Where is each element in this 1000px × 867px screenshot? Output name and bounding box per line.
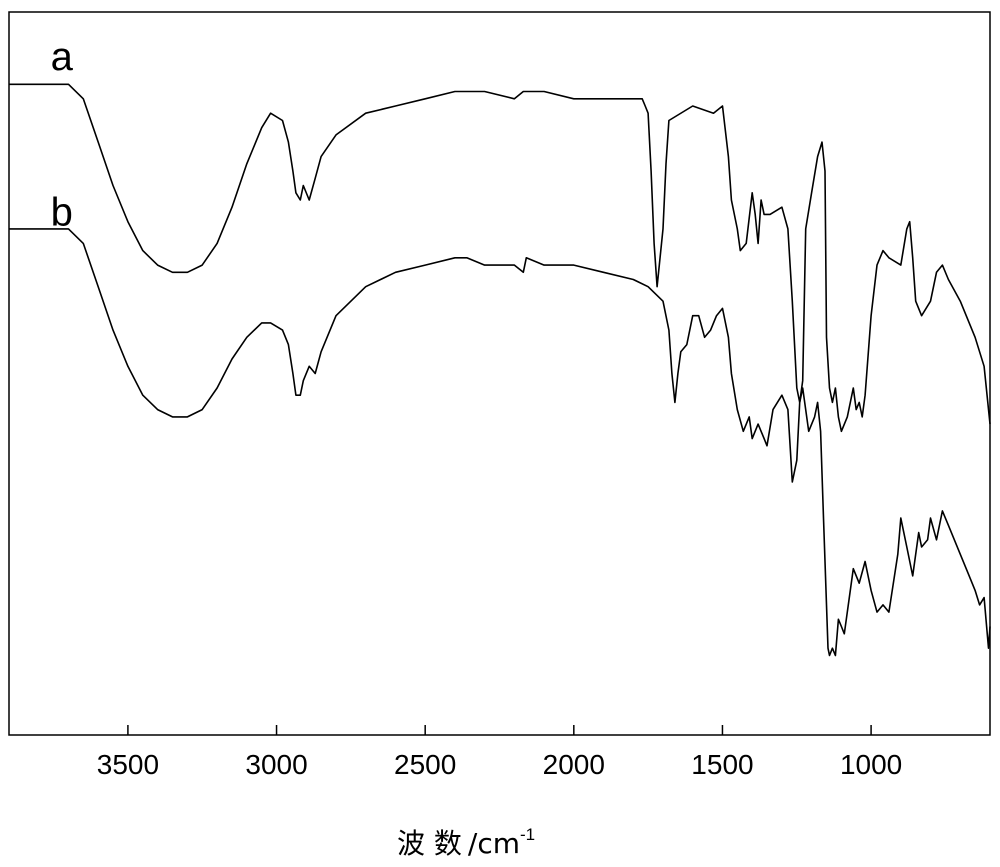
series-lines — [9, 84, 990, 655]
series-tags: ab — [51, 35, 74, 234]
x-tick-label: 1500 — [691, 749, 753, 780]
series-line-b — [9, 229, 990, 656]
x-axis-title-exponent: -1 — [520, 825, 535, 844]
x-axis-title-unit: /cm — [468, 827, 520, 860]
x-tick-label: 1000 — [840, 749, 902, 780]
series-tag-a: a — [51, 35, 74, 79]
x-axis-title: 波 数/cm-1 — [397, 825, 535, 860]
x-tick-label: 3000 — [245, 749, 307, 780]
series-line-a — [9, 84, 990, 431]
plot-frame — [9, 12, 990, 735]
x-tick-label: 3500 — [97, 749, 159, 780]
x-ticks: 3500 3000 2500 2000 1500 1000 — [97, 725, 902, 780]
x-tick-label: 2500 — [394, 749, 456, 780]
series-tag-b: b — [51, 190, 73, 234]
x-axis-title-main: 波 数 — [397, 827, 462, 860]
x-tick-label: 2000 — [543, 749, 605, 780]
